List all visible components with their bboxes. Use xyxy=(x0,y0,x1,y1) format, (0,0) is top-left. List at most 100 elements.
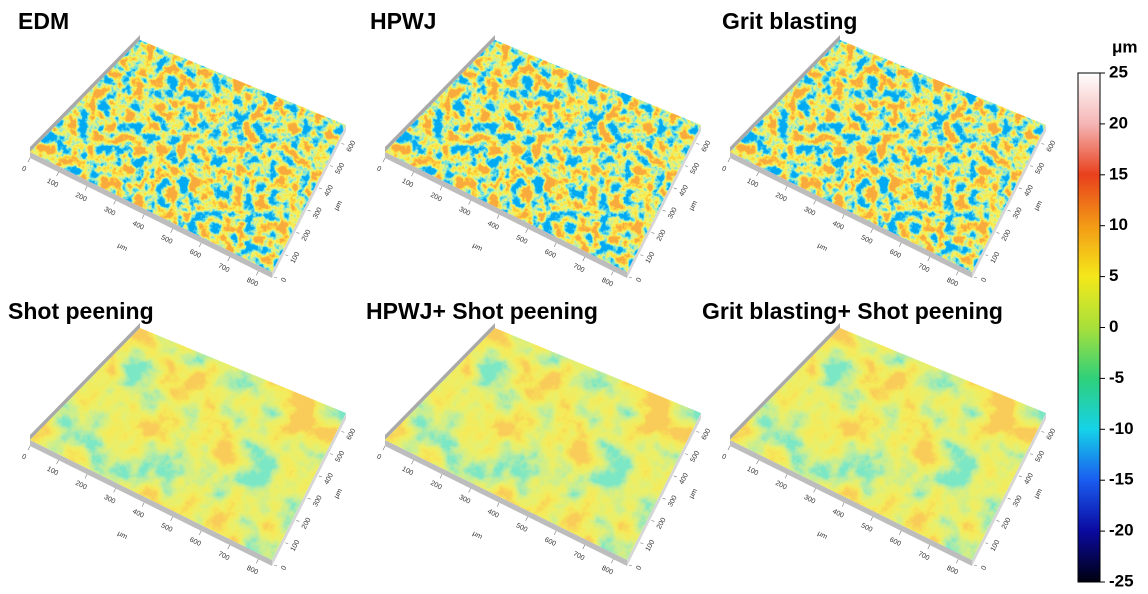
x-tick-label: 700 xyxy=(572,551,586,563)
x-tick-label: 100 xyxy=(746,466,760,478)
y-tick-label: 0 xyxy=(980,277,988,284)
tick-mark xyxy=(28,158,30,162)
tick-mark xyxy=(308,210,311,211)
x-tick-label: 500 xyxy=(160,522,174,534)
x-tick-label: 500 xyxy=(160,234,174,246)
y-tick-label: 100 xyxy=(645,539,657,553)
tick-mark xyxy=(330,166,333,167)
tick-mark xyxy=(842,215,844,219)
tick-mark xyxy=(497,503,499,507)
x-tick-label: 500 xyxy=(860,234,874,246)
panel-title: Shot peening xyxy=(8,298,154,324)
y-tick-label: 0 xyxy=(280,565,288,572)
tick-mark xyxy=(412,172,414,176)
x-tick-label: 400 xyxy=(831,220,845,232)
y-tick-label: 300 xyxy=(312,494,324,508)
y-tick-label: 600 xyxy=(346,140,358,154)
tick-mark xyxy=(228,257,230,261)
x-tick-label: 500 xyxy=(515,234,529,246)
x-tick-label: 800 xyxy=(600,565,614,577)
y-axis-unit: μm xyxy=(688,488,699,500)
tick-mark xyxy=(785,474,787,478)
tick-mark xyxy=(57,460,59,464)
surface-plot: 0100200300400500600700800μm0100200300400… xyxy=(376,35,713,288)
x-tick-label: 100 xyxy=(401,466,415,478)
x-tick-label: 500 xyxy=(860,522,874,534)
y-tick-label: 500 xyxy=(1035,450,1047,464)
surface-plot: 0100200300400500600700800μm0100200300400… xyxy=(21,323,358,576)
tick-mark xyxy=(330,454,333,455)
tick-mark xyxy=(296,232,299,233)
x-tick-label: 800 xyxy=(245,565,259,577)
y-axis-unit: μm xyxy=(1033,200,1044,212)
panel-title: HPWJ xyxy=(370,8,436,34)
panel-title: Grit blasting+ Shot peening xyxy=(702,298,1003,324)
y-tick-label: 0 xyxy=(980,565,988,572)
tick-mark xyxy=(440,186,442,190)
y-tick-label: 100 xyxy=(290,251,302,265)
x-tick-label: 200 xyxy=(74,480,88,492)
y-tick-label: 0 xyxy=(280,277,288,284)
tick-mark xyxy=(757,172,759,176)
surface-plot: 0100200300400500600700800μm0100200300400… xyxy=(376,323,713,576)
x-tick-label: 600 xyxy=(188,248,202,260)
tick-mark xyxy=(57,172,59,176)
x-tick-label: 100 xyxy=(46,178,60,190)
tick-mark xyxy=(814,488,816,492)
tick-mark xyxy=(651,520,654,521)
x-tick-label: 200 xyxy=(429,192,443,204)
y-tick-label: 500 xyxy=(335,450,347,464)
tick-mark xyxy=(583,257,585,261)
y-tick-label: 500 xyxy=(1035,162,1047,176)
tick-mark xyxy=(319,476,322,477)
y-tick-label: 300 xyxy=(1012,206,1024,220)
x-tick-label: 400 xyxy=(486,220,500,232)
x-tick-label: 0 xyxy=(376,453,383,461)
tick-mark xyxy=(114,200,116,204)
y-tick-label: 100 xyxy=(990,539,1002,553)
colorbar-tick-label: 0 xyxy=(1109,317,1118,336)
surface-texture xyxy=(25,323,355,568)
tick-mark xyxy=(383,446,385,450)
panel-title: HPWJ+ Shot peening xyxy=(366,298,598,324)
tick-mark xyxy=(985,255,988,256)
y-tick-label: 200 xyxy=(656,517,668,531)
y-axis-unit: μm xyxy=(333,488,344,500)
x-tick-label: 600 xyxy=(543,248,557,260)
y-tick-label: 600 xyxy=(346,428,358,442)
surface-plot: 0100200300400500600700800μm0100200300400… xyxy=(721,323,1058,576)
y-tick-label: 200 xyxy=(301,517,313,531)
tick-mark xyxy=(674,188,677,189)
x-tick-label: 100 xyxy=(746,178,760,190)
tick-mark xyxy=(256,559,258,563)
surface-plot: 0100200300400500600700800μm0100200300400… xyxy=(21,35,358,288)
tick-mark xyxy=(899,243,901,247)
x-tick-label: 300 xyxy=(803,494,817,506)
x-tick-label: 200 xyxy=(429,480,443,492)
x-tick-label: 700 xyxy=(917,551,931,563)
x-tick-label: 200 xyxy=(774,480,788,492)
x-tick-label: 400 xyxy=(131,220,145,232)
tick-mark xyxy=(469,488,471,492)
x-tick-label: 100 xyxy=(46,466,60,478)
x-tick-label: 800 xyxy=(600,277,614,289)
x-tick-label: 800 xyxy=(945,277,959,289)
tick-mark xyxy=(114,488,116,492)
tick-mark xyxy=(526,229,528,233)
tick-mark xyxy=(285,255,288,256)
tick-mark xyxy=(228,545,230,549)
tick-mark xyxy=(1030,166,1033,167)
x-tick-label: 700 xyxy=(917,263,931,275)
x-tick-label: 0 xyxy=(376,165,383,173)
panel-title: Grit blasting xyxy=(722,8,857,34)
y-tick-label: 600 xyxy=(701,428,713,442)
tick-mark xyxy=(285,543,288,544)
surface-texture xyxy=(725,35,1055,280)
colorbar-unit: μm xyxy=(1112,37,1138,56)
x-tick-label: 700 xyxy=(572,263,586,275)
tick-mark xyxy=(696,143,699,144)
x-tick-label: 500 xyxy=(515,522,529,534)
x-tick-label: 600 xyxy=(543,536,557,548)
tick-mark xyxy=(842,503,844,507)
x-tick-label: 100 xyxy=(401,178,415,190)
